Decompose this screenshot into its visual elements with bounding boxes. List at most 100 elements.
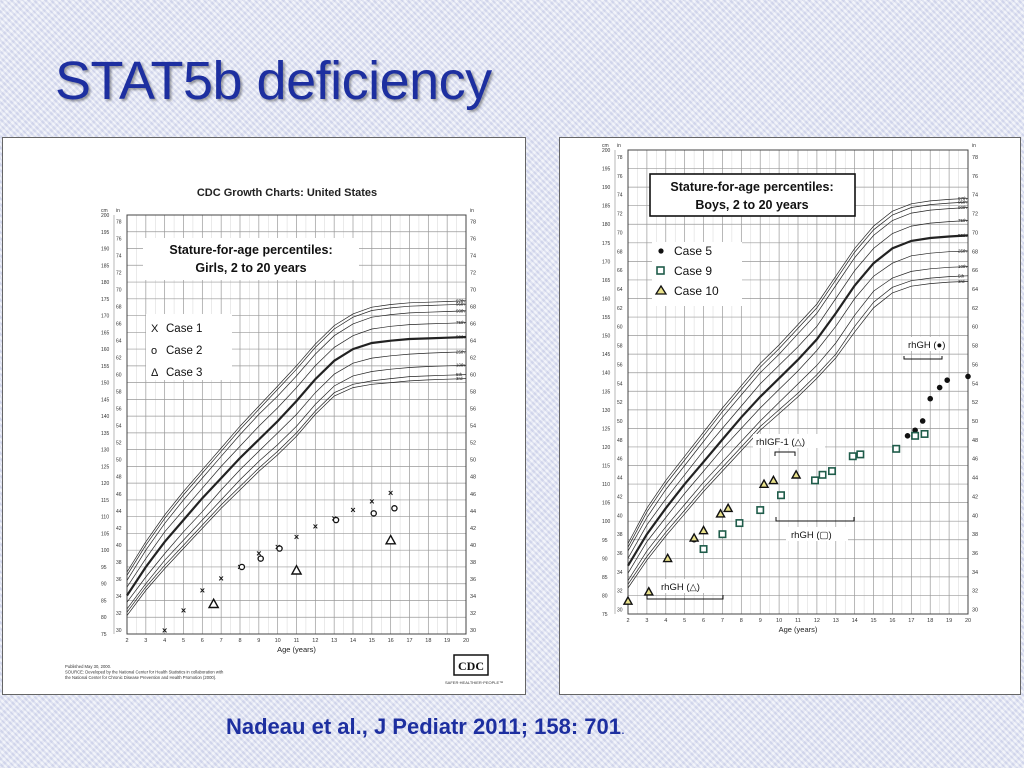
boys-percentile-label: 3rd	[958, 279, 965, 284]
boys-percentile-95th-curve	[627, 201, 969, 548]
annot-rhgh-case9-bracket	[775, 517, 855, 522]
girls-case-3-point	[290, 564, 303, 575]
girls-percentile-90th-curve	[126, 310, 467, 581]
boys-x-tick-label: 13	[833, 618, 839, 624]
girls-right-in-tick-label: 32	[470, 611, 476, 617]
girls-cm-tick-label: 170	[101, 314, 110, 320]
boys-case-5-point	[912, 427, 918, 434]
boys-in-tick-label: 48	[617, 438, 623, 444]
girls-x-tick-label: 11	[294, 638, 300, 644]
boys-in-tick-label: 32	[617, 589, 623, 595]
boys-case-5-point	[944, 377, 951, 383]
girls-right-in-tick-label: 60	[470, 373, 476, 379]
boys-cm-tick-label: 170	[602, 259, 611, 265]
girls-footnote: SOURCE: Developed by the National Center…	[65, 670, 224, 675]
boys-x-tick-label: 6	[702, 618, 705, 624]
boys-x-tick-label: 8	[740, 618, 743, 624]
boys-in-tick-label: 40	[617, 513, 623, 519]
boys-right-in-tick-label: 70	[972, 230, 978, 236]
girls-in-tick-label: 66	[116, 321, 122, 327]
girls-x-tick-label: 8	[238, 638, 241, 644]
girls-in-tick-label: 30	[116, 628, 122, 634]
boys-right-in-tick-label: 34	[972, 570, 978, 576]
boys-percentile-50th-curve	[627, 234, 969, 567]
annot-rhgh-case9: rhGH (▢)	[791, 530, 832, 541]
boys-x-tick-label: 10	[776, 618, 782, 624]
girls-in-tick-label: 40	[116, 543, 122, 549]
girls-percentile-25th-curve	[126, 351, 467, 603]
girls-cm-tick-label: 90	[101, 582, 107, 588]
boys-legend-symbol-case10	[654, 284, 668, 295]
girls-in-tick-label: 64	[116, 338, 122, 344]
girls-case-2-point	[370, 510, 377, 517]
girls-in-tick-label: 58	[116, 390, 122, 396]
girls-case-1-point: ×	[219, 574, 224, 584]
girls-percentile-label: 75th	[456, 320, 465, 325]
boys-case-10-point	[698, 525, 709, 535]
girls-percentile-label: 3rd	[456, 376, 463, 381]
girls-right-in-tick-label: 74	[470, 253, 476, 259]
boys-cm-tick-label: 130	[602, 408, 611, 414]
girls-series-case-2	[238, 505, 398, 571]
girls-case-1-point: ×	[350, 505, 355, 515]
boys-case-9-point	[735, 519, 744, 528]
boys-cm-tick-label: 180	[602, 222, 611, 228]
girls-cm-tick-label: 130	[101, 448, 110, 454]
girls-in-tick-label: 74	[116, 253, 122, 259]
girls-case-1-point: ×	[256, 549, 261, 559]
girls-percentile-75th-curve	[126, 322, 467, 588]
boys-case-5-point	[919, 418, 926, 424]
girls-in-tick-label: 48	[116, 475, 122, 481]
girls-cm-tick-label: 195	[101, 230, 110, 236]
girls-percentile-3rd-curve	[126, 378, 467, 616]
girls-percentile-50th-curve	[126, 335, 467, 597]
boys-case-9-point	[777, 491, 786, 500]
girls-in-tick-label: 38	[116, 560, 122, 566]
boys-in-tick-label: 56	[617, 362, 623, 368]
boys-x-tick-label: 18	[927, 618, 933, 624]
boys-right-in-tick-label: 36	[972, 551, 978, 557]
boys-percentile-97th-curve	[627, 197, 969, 544]
girls-case-2-point	[332, 516, 340, 524]
boys-case-9-point	[811, 476, 820, 485]
boys-right-unit-label: in	[972, 143, 976, 149]
girls-x-tick-label: 17	[406, 638, 412, 644]
boys-percentile-75th-curve	[627, 220, 969, 559]
girls-right-in-tick-label: 72	[470, 270, 476, 276]
boys-case-10-point	[715, 508, 726, 518]
boys-case-9-point	[718, 530, 727, 539]
girls-right-in-tick-label: 78	[470, 219, 476, 225]
girls-cm-tick-label: 165	[101, 330, 110, 336]
girls-x-tick-label: 6	[201, 638, 204, 644]
boys-right-in-tick-label: 54	[972, 381, 978, 387]
cdc-logo-frame	[453, 654, 489, 676]
annot-rhgh-case10-bracket	[646, 595, 724, 600]
boys-x-tick-label: 9	[759, 618, 762, 624]
boys-series-case-9	[699, 429, 929, 554]
girls-growth-chart-panel: CDC Growth Charts: United States cm in in 75…	[2, 137, 526, 695]
boys-in-tick-label: 66	[617, 268, 623, 274]
boys-in-tick-label: 60	[617, 325, 623, 331]
annot-rhgh-case5: rhGH (●)	[908, 340, 945, 351]
boys-x-tick-label: 14	[852, 618, 858, 624]
girls-right-in-tick-label: 66	[470, 321, 476, 327]
girls-x-tick-label: 10	[275, 638, 281, 644]
boys-grid	[627, 149, 969, 615]
girls-cm-tick-label: 115	[101, 498, 109, 504]
boys-in-tick-label: 52	[617, 400, 623, 406]
boys-cm-tick-label: 135	[602, 389, 611, 395]
girls-cm-tick-label: 200	[101, 213, 110, 219]
slide-title: STAT5b deficiency	[55, 51, 492, 111]
girls-cm-tick-label: 175	[101, 297, 110, 303]
girls-footnote: the National Center for Chronic Disease …	[65, 675, 216, 680]
boys-legend-symbol-case9	[656, 266, 665, 275]
boys-legend-box	[652, 242, 742, 306]
girls-x-tick-label: 18	[425, 638, 431, 644]
boys-in-tick-label: 74	[617, 193, 623, 199]
boys-case-9-point	[856, 450, 865, 459]
girls-footnote: Published May 30, 2000.	[65, 664, 111, 669]
girls-case-2-point	[257, 555, 264, 562]
boys-legend-label: Case 10	[674, 284, 719, 298]
girls-right-in-tick-label: 64	[470, 338, 476, 344]
girls-cm-tick-label: 150	[101, 381, 110, 387]
